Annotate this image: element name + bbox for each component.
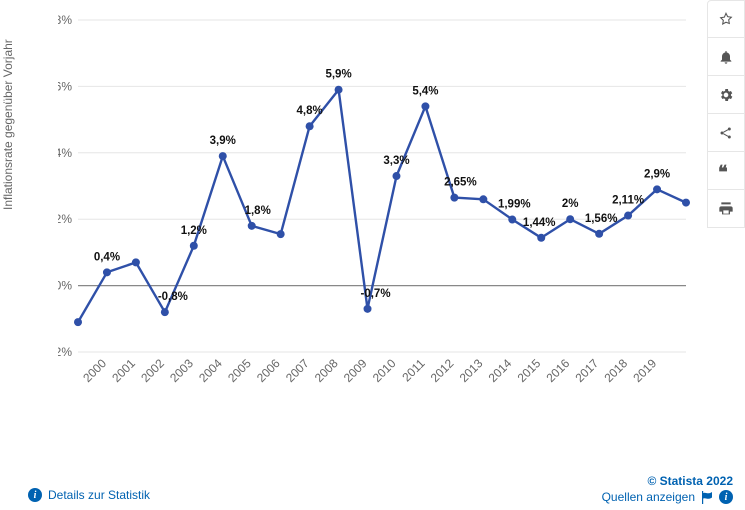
- sources-link[interactable]: Quellen anzeigen i: [602, 490, 733, 504]
- svg-text:2,9%: 2,9%: [644, 168, 670, 180]
- svg-text:1,56%: 1,56%: [585, 213, 618, 225]
- svg-text:2003: 2003: [167, 356, 196, 385]
- svg-text:-0,8%: -0,8%: [158, 291, 188, 303]
- svg-text:2005: 2005: [225, 356, 254, 385]
- copyright-text: © Statista 2022: [602, 474, 733, 488]
- chart-toolbar: ❝: [707, 0, 745, 228]
- details-label: Details zur Statistik: [48, 488, 150, 502]
- svg-text:2002: 2002: [138, 356, 167, 385]
- svg-text:3,3%: 3,3%: [383, 155, 409, 167]
- svg-text:0%: 0%: [58, 279, 72, 293]
- svg-text:2001: 2001: [109, 356, 138, 385]
- svg-text:1,2%: 1,2%: [181, 225, 207, 237]
- svg-text:2012: 2012: [428, 356, 457, 385]
- svg-text:6%: 6%: [58, 79, 72, 93]
- svg-text:2017: 2017: [572, 356, 601, 385]
- favorite-button[interactable]: [707, 0, 745, 38]
- svg-text:2010: 2010: [370, 356, 399, 385]
- svg-text:2016: 2016: [544, 356, 573, 385]
- svg-text:2004: 2004: [196, 356, 225, 385]
- chart-footer: i Details zur Statistik © Statista 2022 …: [0, 470, 745, 510]
- svg-text:2,11%: 2,11%: [612, 195, 644, 207]
- quote-icon: ❝: [718, 163, 734, 179]
- svg-text:8%: 8%: [58, 13, 72, 27]
- svg-text:2%: 2%: [562, 198, 579, 210]
- print-icon: [718, 201, 734, 217]
- svg-text:-2%: -2%: [58, 345, 72, 359]
- share-icon: [718, 125, 734, 141]
- svg-text:2009: 2009: [341, 356, 370, 385]
- svg-text:5,4%: 5,4%: [412, 85, 438, 97]
- share-button[interactable]: [707, 114, 745, 152]
- svg-text:2,65%: 2,65%: [444, 177, 477, 189]
- footer-right: © Statista 2022 Quellen anzeigen i: [602, 474, 733, 504]
- svg-text:1,99%: 1,99%: [498, 199, 531, 211]
- svg-text:2013: 2013: [457, 356, 486, 385]
- print-button[interactable]: [707, 190, 745, 228]
- details-link[interactable]: i Details zur Statistik: [28, 488, 150, 502]
- svg-text:0,4%: 0,4%: [94, 251, 120, 263]
- svg-text:2007: 2007: [283, 356, 312, 385]
- svg-text:1,44%: 1,44%: [523, 217, 556, 229]
- svg-text:2015: 2015: [515, 356, 544, 385]
- svg-text:2000: 2000: [80, 356, 109, 385]
- svg-text:5,9%: 5,9%: [325, 69, 351, 81]
- svg-text:2018: 2018: [601, 356, 630, 385]
- svg-text:1,8%: 1,8%: [245, 205, 271, 217]
- info-icon: i: [28, 488, 42, 502]
- line-chart: -2%0%2%4%6%8%200020012002200320042005200…: [58, 12, 698, 408]
- svg-text:4,8%: 4,8%: [297, 105, 323, 117]
- svg-text:2006: 2006: [254, 356, 283, 385]
- settings-button[interactable]: [707, 76, 745, 114]
- svg-text:3,9%: 3,9%: [210, 135, 236, 147]
- info-icon-2: i: [719, 490, 733, 504]
- y-axis-label: Inflationsrate gegenüber Vorjahr: [1, 39, 15, 210]
- sources-label: Quellen anzeigen: [602, 490, 695, 504]
- bell-icon: [718, 49, 734, 65]
- chart-area: Inflationsrate gegenüber Vorjahr -2% 0% 2%…: [0, 0, 745, 470]
- svg-text:-0,7%: -0,7%: [361, 288, 391, 300]
- chart-container: Inflationsrate gegenüber Vorjahr -2% 0% 2%…: [0, 0, 745, 510]
- svg-text:2014: 2014: [486, 356, 515, 385]
- notify-button[interactable]: [707, 38, 745, 76]
- cite-button[interactable]: ❝: [707, 152, 745, 190]
- svg-text:2008: 2008: [312, 356, 341, 385]
- svg-text:2011: 2011: [399, 356, 427, 384]
- gear-icon: [718, 87, 734, 103]
- star-icon: [718, 11, 734, 27]
- svg-text:2019: 2019: [630, 356, 659, 385]
- svg-text:4%: 4%: [58, 146, 72, 160]
- svg-text:2%: 2%: [58, 212, 72, 226]
- flag-icon: [701, 491, 713, 504]
